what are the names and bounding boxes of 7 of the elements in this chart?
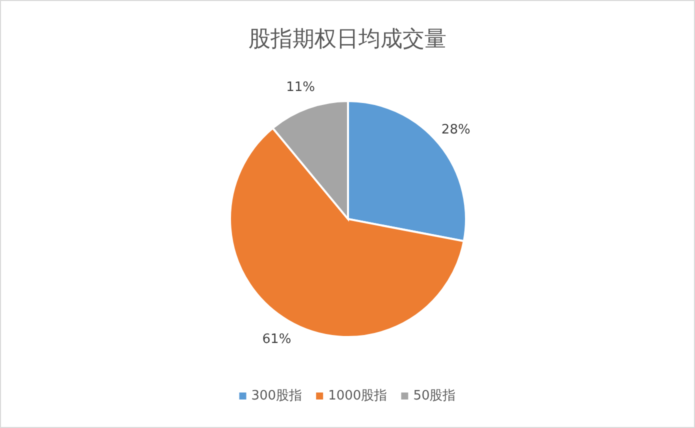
legend-label: 300股指 [251,388,302,404]
data-label: 11% [286,80,316,95]
legend-label: 1000股指 [328,388,388,404]
legend-label: 50股指 [413,388,456,404]
data-label: 28% [441,122,470,138]
data-label: 61% [262,332,292,348]
chart-title: 股指期权日均成交量 [248,27,446,52]
